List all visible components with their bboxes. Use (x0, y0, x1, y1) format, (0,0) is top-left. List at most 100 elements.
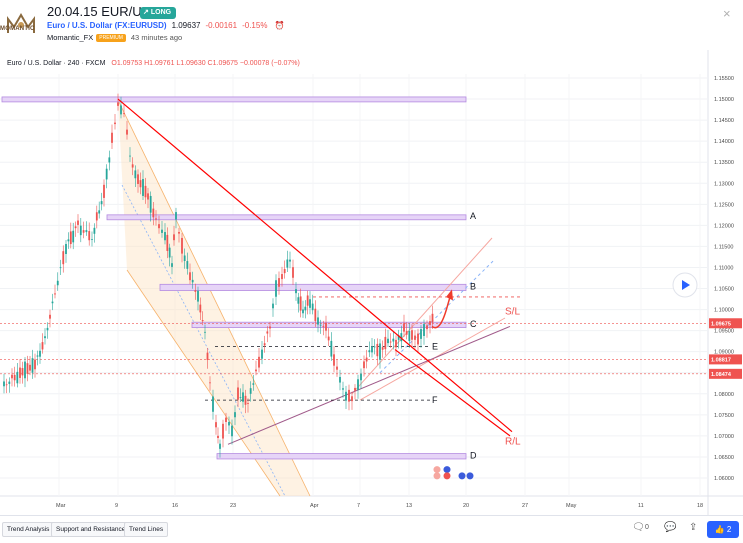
candle-body (93, 227, 96, 234)
candle-body (304, 306, 307, 311)
candle-body (19, 367, 21, 378)
candle-body (357, 379, 359, 390)
candle-body (131, 164, 134, 168)
candle-body (5, 384, 8, 386)
candle-body (181, 237, 183, 254)
price-chart[interactable]: 1.15500 1.15000 1.14500 1.14000 1.13500 1.130… (0, 50, 743, 515)
candle-body (295, 289, 297, 294)
badge-label: LONG (150, 9, 172, 16)
x-tick-label: 7 (357, 503, 360, 509)
support-resistance-zone (191, 321, 467, 328)
candle-body (36, 355, 39, 357)
candle-body (46, 327, 49, 331)
candle-body (197, 290, 199, 302)
idea-header: MOMANTIC 20.04.15 EUR/USD ↗ LONG Euro / U… (0, 0, 743, 50)
candle-body (368, 350, 371, 353)
candle-body (8, 381, 11, 384)
candle-body (322, 325, 325, 327)
candle-body (59, 267, 62, 269)
close-icon[interactable]: × (723, 6, 731, 21)
candle-body (34, 359, 36, 370)
candle-body (51, 301, 54, 304)
candle-body (429, 321, 431, 325)
candle-body (244, 395, 247, 405)
x-tick-label: 27 (522, 503, 528, 509)
candle-body (98, 210, 101, 214)
arrow-up-right-icon: ↗ (143, 9, 149, 16)
candle-body (108, 157, 111, 163)
candle-body (56, 280, 59, 286)
zone-label: C (470, 319, 477, 329)
candle-body (292, 267, 294, 278)
candle-body (16, 371, 19, 384)
symbol-price: 1.09637 (171, 21, 201, 30)
candle-body (242, 392, 244, 402)
comment-count: 0 (645, 524, 649, 531)
descending-trend-line (117, 98, 513, 433)
candle-body (408, 330, 411, 342)
y-tick-label: 1.09500 (714, 329, 734, 335)
candle-body (239, 397, 242, 398)
economic-event-icon (433, 466, 441, 474)
reply-icon[interactable]: 💬 (664, 522, 677, 533)
alarm-clock-icon[interactable]: ⏰ (274, 21, 285, 30)
comment-icon[interactable]: 🗨 (632, 522, 645, 533)
tag-trend-lines[interactable]: Trend Lines (124, 522, 169, 537)
share-icon[interactable]: ⇪ (689, 522, 698, 533)
candle-body (164, 232, 166, 241)
candle-body (336, 366, 338, 370)
x-tick-label: May (566, 503, 577, 509)
candle-body (371, 346, 373, 353)
price-label-box (709, 318, 742, 329)
candle-body (302, 309, 304, 314)
candle-body (178, 231, 180, 234)
symbol-link[interactable]: Euro / U.S. Dollar (FX:EURUSD) (47, 21, 167, 30)
candle-body (225, 417, 227, 423)
line-label-rl: R/L (505, 436, 521, 447)
candle-body (139, 180, 142, 188)
zone-label: D (470, 450, 477, 460)
economic-event-icon (458, 472, 466, 480)
chart-area[interactable]: 1.15500 1.15000 1.14500 1.14000 1.13500 1.130… (0, 50, 743, 515)
y-tick-label: 1.13500 (714, 160, 734, 166)
candle-body (263, 343, 266, 346)
author-link[interactable]: Momantic_FX (47, 33, 94, 42)
candle-body (175, 212, 177, 220)
candle-body (275, 280, 277, 297)
price-label-text: 1.08474 (711, 372, 732, 378)
candle-body (215, 422, 217, 428)
price-label-text: 1.08817 (711, 357, 731, 363)
candle-body (309, 299, 311, 308)
economic-event-icon (433, 472, 441, 480)
candle-body (222, 423, 224, 439)
like-button[interactable]: 👍 2 (707, 521, 739, 538)
tag-trend-analysis[interactable]: Trend Analysis (2, 522, 55, 537)
candle-body (186, 261, 189, 269)
tag-support-resistance[interactable]: Support and Resistance (51, 522, 131, 537)
play-icon[interactable] (682, 280, 690, 290)
candle-body (3, 381, 5, 387)
support-resistance-zone (1, 96, 467, 103)
candle-body (365, 357, 368, 362)
momantic-logo-icon[interactable] (2, 9, 40, 39)
price-label-text: 1.09675 (711, 321, 731, 327)
candle-body (199, 304, 202, 313)
y-tick-label: 1.10000 (714, 308, 734, 314)
candle-body (333, 354, 335, 366)
candle-body (345, 391, 347, 401)
candle-body (363, 361, 365, 369)
candle-body (392, 338, 395, 342)
zone-label: E (432, 342, 438, 352)
premium-badge: PREMIUM (96, 34, 126, 43)
candle-body (123, 112, 125, 114)
projection-arrow-head (446, 289, 453, 301)
candle-body (319, 324, 322, 326)
candle-body (191, 279, 194, 283)
candle-body (26, 363, 29, 374)
candle-body (44, 336, 46, 339)
economic-event-icon (443, 472, 451, 480)
candle-body (339, 376, 341, 383)
x-tick-label: 9 (115, 503, 118, 509)
candle-body (354, 387, 356, 391)
candle-body (126, 129, 128, 135)
